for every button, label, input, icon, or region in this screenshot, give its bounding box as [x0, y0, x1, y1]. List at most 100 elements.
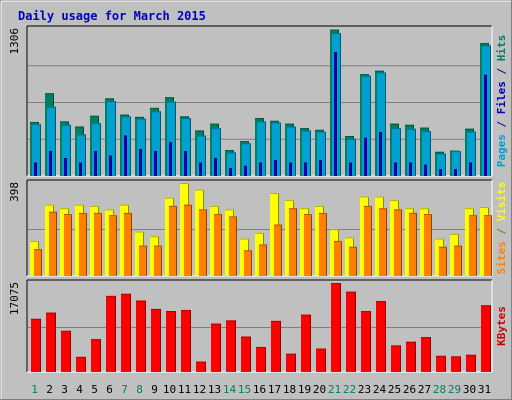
kbytes-bar-shadow	[265, 346, 266, 372]
x-tick-label: 31	[478, 383, 491, 396]
sites-bar	[394, 209, 402, 276]
sites-bar	[334, 240, 342, 276]
kbytes-bar	[301, 314, 311, 372]
kbytes-bar-shadow	[40, 318, 41, 372]
sites-bar	[109, 215, 117, 276]
day-13-hits	[210, 123, 221, 176]
files-bar-top-edge	[152, 111, 161, 113]
pages-bar	[49, 151, 52, 176]
kbytes-bar	[226, 320, 236, 372]
kbytes-bar-shadow	[160, 308, 161, 372]
hits-bar-top-edge	[315, 129, 324, 131]
hits-bar-top-edge	[465, 128, 474, 130]
day-19-visits	[300, 208, 312, 276]
pages-bar	[79, 162, 82, 176]
day-1-hits	[30, 121, 41, 176]
sites-bar-shadow	[446, 246, 447, 276]
x-tick-label: 21	[328, 383, 341, 396]
sites-bar-top-edge	[439, 246, 447, 248]
sites-bar-face	[244, 250, 252, 276]
files-bar-shadow	[85, 134, 86, 176]
hits-bar-top-edge	[60, 121, 69, 123]
kbytes-bar-top-edge	[181, 309, 191, 311]
day-16-kbytes	[256, 346, 266, 372]
sites-bar-top-edge	[274, 224, 282, 226]
files-bar-face	[77, 134, 86, 176]
files-bar-face	[287, 126, 296, 176]
visits-bar-top-edge	[480, 207, 489, 209]
pages-bar-top-edge	[349, 162, 352, 164]
hits-bar-top-edge	[105, 98, 114, 100]
files-bar-shadow	[475, 131, 476, 176]
sites-bar	[274, 224, 282, 276]
files-bar-top-edge	[212, 128, 221, 130]
visits-bar-top-edge	[330, 229, 339, 231]
kbytes-bar-top-edge	[271, 320, 281, 322]
hits-bar-top-edge	[195, 130, 204, 132]
pages-bar-shadow	[36, 162, 37, 176]
pages-bar-top-edge	[364, 137, 367, 139]
files-bar-shadow	[100, 123, 101, 176]
day-24-hits	[375, 70, 386, 176]
sites-bar	[379, 208, 387, 276]
files-bar-face	[392, 128, 401, 176]
sites-bar-top-edge	[334, 240, 342, 242]
panel-hits-series-label-part: /	[495, 61, 508, 81]
pages-bar-top-edge	[94, 151, 97, 153]
x-tick-label: 26	[403, 383, 416, 396]
kbytes-bar	[31, 318, 41, 372]
pages-bar-face	[439, 169, 442, 176]
sites-bar	[424, 214, 432, 276]
hits-bar-top-edge	[360, 74, 369, 76]
x-tick-label: 22	[343, 383, 356, 396]
sites-bar-top-edge	[409, 212, 417, 214]
visits-bar-top-edge	[195, 189, 204, 191]
kbytes-bar-face	[46, 312, 56, 372]
day-30-kbytes	[466, 354, 476, 372]
pages-bar-top-edge	[169, 142, 172, 144]
kbytes-bar-top-edge	[406, 341, 416, 343]
day-5-kbytes	[91, 339, 101, 372]
x-axis-day-labels: 1 2 3 4 5 6 7 8 9 10 11 12 13 14 15 16 17 18 19 20 21 22 23 24 2…	[31, 383, 491, 396]
sites-bar	[484, 215, 492, 276]
sites-bar-top-edge	[214, 214, 222, 216]
kbytes-bar	[46, 312, 56, 372]
files-bar-top-edge	[302, 130, 311, 132]
kbytes-bar	[451, 356, 461, 372]
pages-bar-face	[154, 151, 157, 176]
sites-bar-shadow	[326, 212, 327, 276]
sites-bar-top-edge	[259, 244, 267, 246]
kbytes-bar-shadow	[190, 309, 191, 372]
visits-bar-top-edge	[60, 208, 69, 210]
files-bar-top-edge	[92, 123, 101, 125]
day-18-visits	[285, 200, 297, 276]
sites-bar-top-edge	[34, 249, 42, 251]
day-26-visits	[405, 208, 417, 276]
visits-bar-top-edge	[105, 209, 114, 211]
day-17-kbytes	[271, 320, 281, 372]
files-bar-face	[377, 72, 386, 176]
visits-bar-top-edge	[225, 209, 234, 211]
sites-bar-shadow	[116, 215, 117, 276]
files-bar-top-edge	[62, 124, 71, 126]
kbytes-bar-shadow	[430, 337, 431, 372]
files-bar-top-edge	[197, 135, 206, 137]
files-bar	[92, 123, 101, 176]
kbytes-bar	[316, 348, 326, 372]
pages-bar	[334, 52, 337, 176]
day-23-visits	[360, 196, 372, 276]
pages-bar-face	[64, 157, 67, 176]
kbytes-bar-face	[196, 361, 206, 372]
sites-bar-top-edge	[319, 212, 327, 214]
files-bar	[137, 118, 146, 176]
day-30-visits	[465, 208, 477, 276]
day-14-visits	[225, 209, 237, 276]
pages-bar-top-edge	[49, 151, 52, 153]
panel-hits-series-label-part: Files	[495, 81, 508, 114]
x-tick-label: 6	[106, 383, 113, 396]
files-bar-top-edge	[482, 45, 491, 47]
files-bar-face	[347, 138, 356, 176]
pages-bar-shadow	[126, 135, 127, 176]
x-tick-label: 18	[283, 383, 296, 396]
files-bar-face	[92, 123, 101, 176]
